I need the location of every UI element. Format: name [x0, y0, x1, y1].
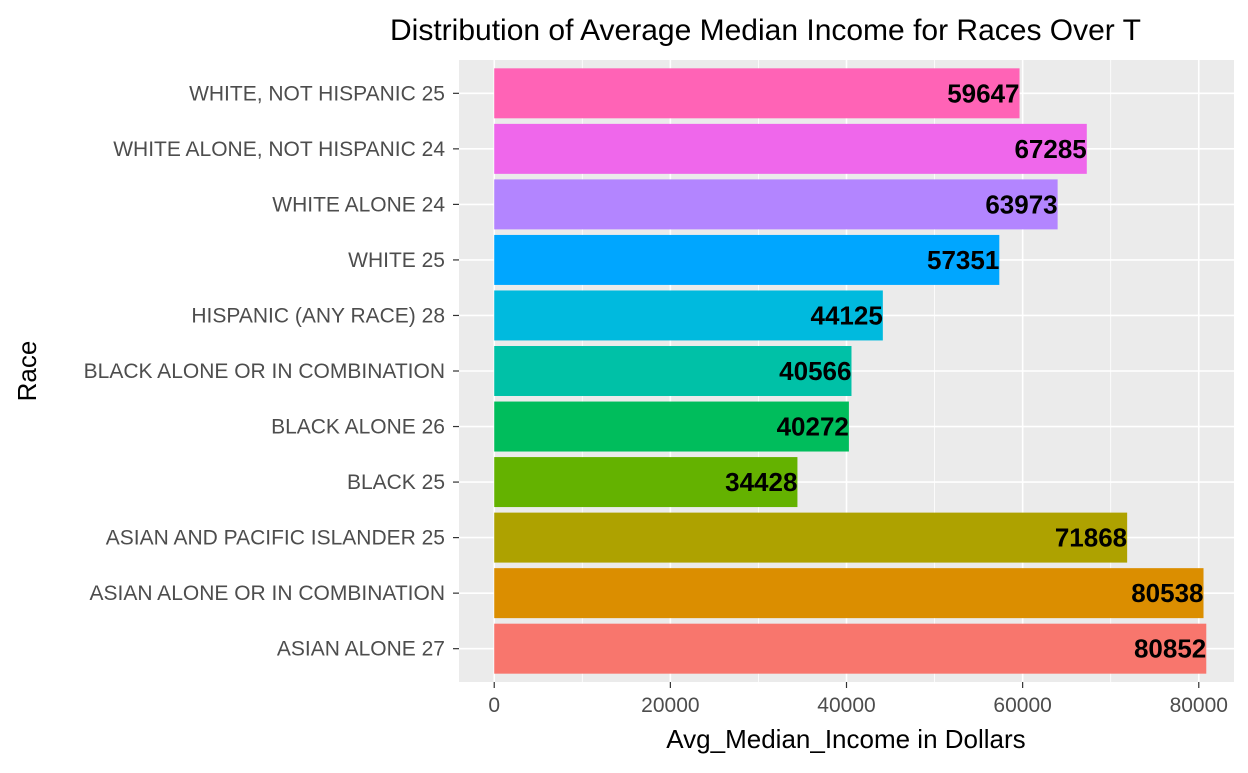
bar-value-label: 44125	[811, 300, 883, 330]
y-tick-label: BLACK ALONE OR IN COMBINATION	[84, 360, 445, 383]
y-tick-label: WHITE ALONE, NOT HISPANIC 24	[113, 138, 445, 161]
y-tick-label: WHITE ALONE 24	[272, 193, 445, 216]
bar	[494, 457, 798, 508]
y-tick-label: BLACK 25	[347, 471, 445, 494]
bars	[494, 68, 1207, 674]
bar-value-label: 63973	[985, 189, 1057, 219]
bar-value-label: 57351	[927, 245, 999, 275]
x-tick-label: 40000	[817, 694, 875, 717]
y-tick-label: ASIAN AND PACIFIC ISLANDER 25	[106, 527, 445, 550]
y-tick-label: ASIAN ALONE 27	[277, 638, 445, 661]
bar-value-label: 40272	[777, 412, 849, 442]
x-tick-label: 0	[488, 694, 500, 717]
bar	[494, 179, 1058, 230]
bar-value-label: 34428	[725, 467, 797, 497]
y-tick-label: HISPANIC (ANY RACE) 28	[191, 304, 445, 327]
bar	[494, 401, 849, 452]
bar-value-label: 67285	[1014, 134, 1086, 164]
bar-value-label: 40566	[779, 356, 851, 386]
x-axis-title: Avg_Median_Income in Dollars	[666, 724, 1025, 754]
y-tick-label: BLACK ALONE 26	[271, 416, 445, 439]
y-axis-ticks: ASIAN ALONE 27 ASIAN ALONE OR IN COMBINAT…	[84, 82, 459, 661]
x-tick-label: 60000	[993, 694, 1051, 717]
chart-title: Distribution of Average Median Income fo…	[390, 14, 1141, 47]
bar-value-label: 71868	[1055, 523, 1127, 553]
x-tick-label: 20000	[641, 694, 699, 717]
x-axis-ticks: 0 20000 40000 60000 80000	[488, 682, 1228, 717]
bar-value-label: 80852	[1134, 634, 1206, 664]
bar	[494, 234, 1000, 285]
bar	[494, 68, 1020, 119]
bar	[494, 290, 883, 341]
bar	[494, 346, 852, 396]
bar-value-label: 59647	[947, 78, 1019, 108]
bar-value-label: 80538	[1131, 578, 1203, 608]
bar	[494, 123, 1087, 174]
bar	[494, 568, 1204, 619]
bar	[494, 623, 1207, 674]
x-tick-label: 80000	[1170, 694, 1228, 717]
y-tick-label: ASIAN ALONE OR IN COMBINATION	[89, 582, 445, 605]
y-tick-label: WHITE, NOT HISPANIC 25	[189, 82, 445, 105]
y-axis-title: Race	[12, 341, 42, 402]
y-tick-label: WHITE 25	[348, 249, 445, 272]
bar	[494, 512, 1128, 563]
